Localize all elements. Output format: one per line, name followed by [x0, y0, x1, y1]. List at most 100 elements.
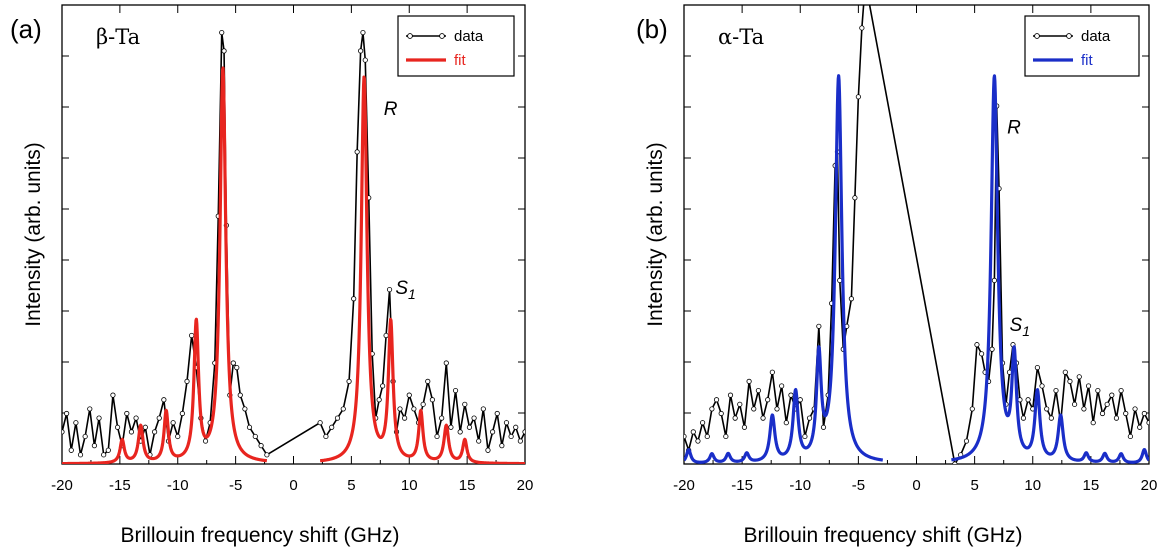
series-fit-line	[684, 74, 884, 464]
data-point	[783, 420, 789, 426]
legend-marker	[1034, 33, 1040, 39]
data-point	[1118, 387, 1124, 394]
legend-label-data: data	[454, 28, 484, 45]
data-point	[508, 433, 514, 440]
data-point	[741, 424, 748, 430]
data-point	[690, 429, 696, 435]
data-point	[963, 438, 970, 444]
data-point	[806, 415, 813, 421]
data-point	[334, 415, 341, 421]
data-point	[751, 406, 757, 412]
legend-label-data: data	[1081, 28, 1111, 45]
legend: data fit	[397, 15, 515, 77]
data-point	[219, 29, 225, 36]
panel-b: -20 -15 -10 -5 0 5 10 15 20 Brillouin frequency s…	[636, 4, 1157, 547]
data-point	[170, 420, 176, 426]
data-point	[991, 277, 997, 283]
data-point	[989, 346, 995, 352]
data-point	[476, 438, 482, 444]
data-point	[1072, 401, 1078, 407]
data-point	[358, 48, 364, 54]
data-point	[323, 433, 329, 440]
data-point	[859, 25, 865, 31]
data-point	[1053, 387, 1059, 394]
data-point	[522, 429, 525, 435]
data-point	[264, 452, 270, 458]
data-point	[189, 332, 195, 339]
panel-label: (b)	[636, 14, 668, 44]
data-point	[1095, 387, 1101, 394]
data-point	[788, 392, 794, 398]
x-tick-label: -20	[673, 477, 695, 494]
data-point	[439, 415, 445, 421]
data-point	[755, 387, 762, 394]
data-point	[420, 401, 426, 407]
data-point	[1044, 406, 1050, 412]
data-point	[1048, 415, 1054, 421]
data-point	[1109, 392, 1115, 398]
data-point	[184, 378, 190, 384]
data-point	[142, 424, 148, 430]
x-tick-label: -5	[229, 477, 242, 494]
series-fit-line	[950, 74, 1149, 464]
data-point	[709, 406, 715, 412]
data-point	[124, 410, 130, 417]
data-point	[978, 351, 985, 357]
legend-marker	[439, 33, 445, 39]
data-point	[448, 424, 454, 430]
x-tick-label: 10	[1024, 477, 1041, 494]
data-point	[1123, 410, 1129, 417]
data-point	[252, 433, 258, 440]
data-point	[952, 461, 958, 464]
legend-marker	[1066, 33, 1072, 39]
data-point	[1067, 378, 1073, 384]
data-point	[699, 420, 706, 426]
data-point	[969, 406, 975, 412]
data-point	[503, 420, 510, 426]
data-point	[1127, 433, 1134, 440]
x-tick-label: -15	[109, 477, 131, 494]
plot-area	[62, 29, 525, 464]
y-axis-title: Intensity (arb. units)	[22, 142, 45, 326]
data-point	[1141, 410, 1147, 417]
x-tick-label: 20	[1141, 477, 1158, 494]
data-point	[354, 149, 360, 155]
data-point	[457, 429, 463, 435]
data-point	[179, 410, 185, 417]
data-point	[1025, 397, 1031, 403]
legend-box	[397, 15, 515, 77]
data-point	[114, 424, 121, 430]
data-point	[1039, 383, 1045, 389]
x-tick-label: -15	[731, 477, 753, 494]
data-point	[1146, 420, 1149, 426]
data-point	[855, 94, 861, 100]
data-point	[1034, 365, 1041, 371]
x-ticks: -20 -15 -10 -5 0 5 10 15 20	[51, 5, 533, 494]
data-point	[317, 420, 323, 426]
data-point	[485, 447, 491, 453]
x-tick-label: 10	[401, 477, 418, 494]
legend: data fit	[1024, 15, 1140, 77]
plot-area	[684, 5, 1149, 464]
panel-a: -20 -15 -10 -5 0 5 10 15 20 Brillouin frequency s…	[10, 4, 533, 547]
data-point	[64, 410, 70, 417]
data-point	[1081, 406, 1087, 412]
data-point	[397, 406, 403, 412]
data-point	[1113, 415, 1120, 421]
x-tick-label: 5	[347, 477, 355, 494]
data-point	[234, 365, 240, 371]
peak-label: R	[384, 99, 398, 120]
data-point	[62, 429, 65, 435]
legend-marker	[407, 33, 413, 39]
data-point	[202, 438, 209, 444]
data-point	[974, 342, 980, 348]
data-point	[230, 360, 236, 366]
data-point	[1062, 369, 1068, 375]
data-point	[156, 415, 162, 421]
data-point	[406, 392, 412, 398]
data-point	[383, 332, 389, 339]
x-ticks: -20 -15 -10 -5 0 5 10 15 20	[673, 5, 1157, 494]
data-point	[175, 433, 181, 440]
data-point	[852, 195, 858, 201]
